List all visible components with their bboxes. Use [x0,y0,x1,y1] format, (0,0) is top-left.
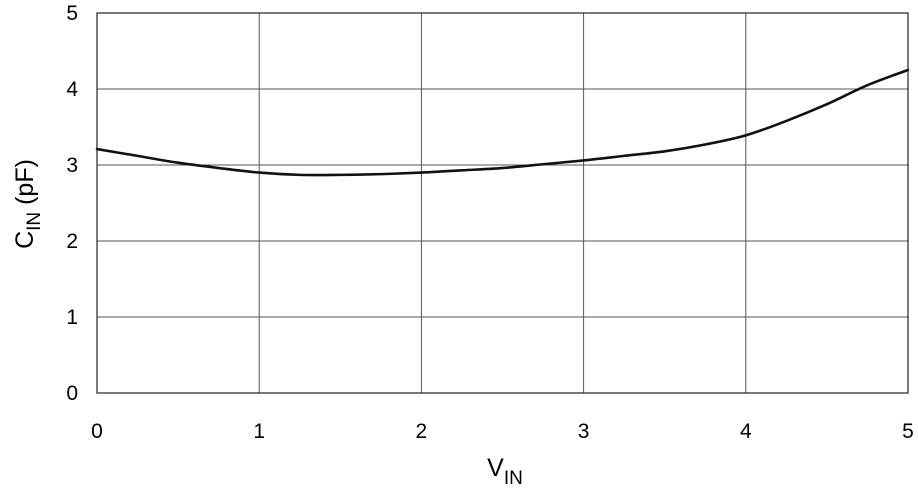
y-tick-label: 1 [66,306,78,329]
y-tick-label: 3 [66,154,78,177]
x-tick-label: 1 [253,420,265,443]
x-axis-title-sub: IN [504,468,523,489]
y-tick-label: 5 [66,2,78,25]
x-tick-label: 4 [740,420,752,443]
plot-border [96,12,909,394]
x-axis-title: VIN [487,454,523,489]
y-axis-title: CIN (pF) [11,159,45,249]
y-axis-title-main: C [11,231,39,249]
x-axis-title-main: V [487,454,504,482]
x-tick-label: 5 [902,420,914,443]
x-tick-label: 0 [91,420,103,443]
series-line [95,68,910,177]
grid [96,12,909,394]
x-tick-labels: 0 1 2 3 4 5 [91,420,914,443]
y-tick-label: 2 [66,230,78,253]
y-axis-title-sub: IN [24,212,45,231]
x-tick-label: 2 [416,420,428,443]
x-tick-label: 3 [578,420,590,443]
y-tick-label: 0 [66,382,78,405]
y-axis-title-unit: (pF) [11,159,39,212]
y-tick-label: 4 [66,78,78,101]
series-layer [95,68,910,177]
y-tick-labels: 0 1 2 3 4 5 [66,2,78,405]
